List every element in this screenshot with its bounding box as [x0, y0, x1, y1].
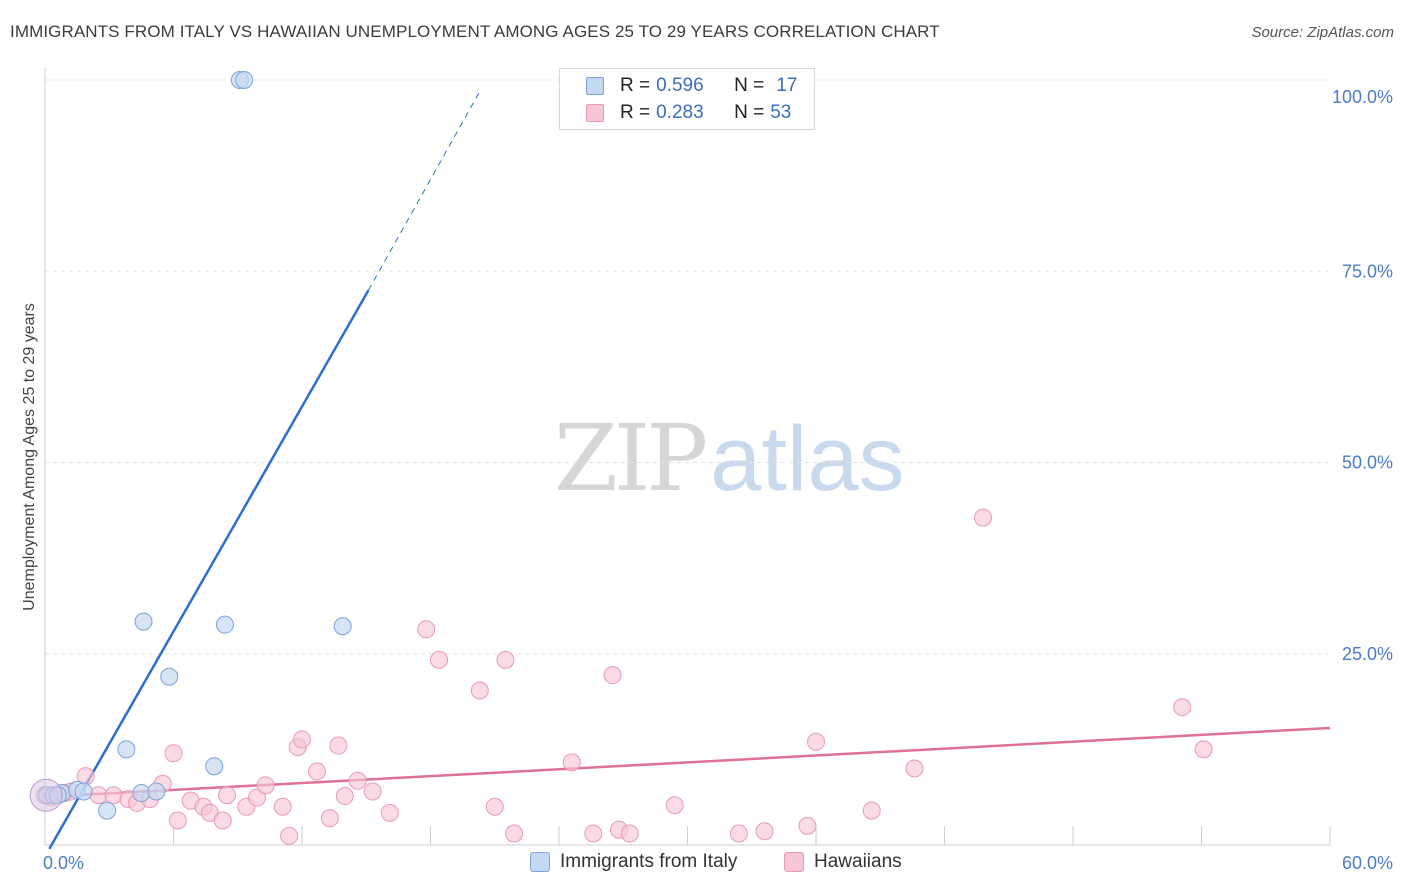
hawaiians-point — [470, 681, 489, 700]
hawaiians-point — [1194, 740, 1213, 759]
italy-trend-extension — [367, 91, 481, 291]
watermark-zip: ZIP — [554, 405, 708, 512]
italy-legend-label: Immigrants from Italy — [560, 851, 738, 872]
hawaiians-point — [485, 797, 504, 816]
italy-point — [235, 71, 254, 89]
hawaiians-point — [248, 788, 267, 807]
hawaiians-point — [280, 826, 299, 845]
data-points — [29, 71, 1213, 845]
hawaiians-legend-label: Hawaiians — [814, 851, 902, 872]
hawaiians-swatch — [586, 104, 604, 122]
y-tick-label: 100.0% — [1332, 87, 1393, 107]
hawaiians-point — [164, 744, 183, 763]
italy-legend-swatch — [530, 852, 550, 872]
hawaiians-point — [562, 753, 581, 772]
italy-point — [215, 615, 234, 634]
legend-row-hawaiians: R = 0.283 N = 53 — [586, 100, 792, 126]
hawaiians-point — [862, 801, 881, 820]
italy-swatch — [586, 77, 604, 95]
chart-title: IMMIGRANTS FROM ITALY VS HAWAIIAN UNEMPL… — [10, 22, 940, 41]
y-axis-label: Unemployment Among Ages 25 to 29 years — [21, 303, 38, 611]
italy-trend-line — [48, 289, 370, 850]
hawaiians-point — [1173, 698, 1192, 717]
italy-point — [134, 612, 153, 631]
x-tick-label: 60.0% — [1342, 853, 1393, 873]
hawaiians-point — [320, 809, 339, 828]
italy-r-label: R = — [620, 75, 651, 96]
hawaiians-point — [505, 824, 524, 843]
grid — [45, 79, 1330, 655]
italy-point — [160, 667, 179, 686]
hawaiians-point — [363, 782, 382, 801]
bottom-legend-italy: Immigrants from Italy — [530, 851, 737, 873]
italy-point — [98, 801, 117, 820]
hawaiians-point — [665, 796, 684, 815]
bottom-legend-hawaiians: Hawaiians — [784, 851, 902, 873]
italy-point — [132, 783, 151, 802]
hawaiians-legend-swatch — [784, 852, 804, 872]
hawaiians-point — [256, 776, 275, 795]
hawaiians-point — [496, 650, 515, 669]
hawaiians-point — [798, 816, 817, 835]
hawaiians-point — [729, 824, 748, 843]
tick-labels: 25.0% 50.0% 75.0% 100.0% 0.0% 60.0% — [43, 87, 1393, 873]
hawaiians-r-label: R = — [620, 102, 651, 123]
x-tick-label: 0.0% — [43, 853, 84, 873]
overlap-cluster-point — [29, 778, 63, 812]
y-tick-label: 25.0% — [1342, 644, 1393, 664]
hawaiians-point — [213, 811, 232, 830]
italy-point — [74, 782, 93, 801]
italy-r-value: 0.596 — [656, 75, 704, 96]
y-tick-label: 75.0% — [1342, 261, 1393, 281]
italy-n-value: 17 — [776, 75, 798, 96]
hawaiians-point — [218, 786, 237, 805]
hawaiians-point — [89, 786, 108, 805]
hawaiians-point — [620, 824, 639, 843]
italy-n-label: N = — [734, 75, 765, 96]
hawaiians-point — [430, 650, 449, 669]
watermark-atlas: atlas — [710, 408, 905, 510]
hawaiians-trend-line — [44, 726, 1331, 799]
source-label: Source: ZipAtlas.com — [1251, 24, 1394, 41]
hawaiians-point — [905, 759, 924, 778]
italy-point — [333, 617, 352, 636]
hawaiians-point — [104, 786, 123, 805]
stats-legend: R = 0.596 N = 17 R = 0.283 N = 53 — [559, 68, 815, 130]
italy-point — [147, 782, 166, 801]
italy-point — [117, 740, 136, 759]
hawaiians-point — [307, 762, 326, 781]
hawaiians-point — [293, 730, 311, 749]
trend-lines — [44, 91, 1331, 850]
y-tick-label: 50.0% — [1342, 453, 1393, 473]
hawaiians-n-label: N = — [734, 102, 765, 123]
watermark: ZIPatlas — [554, 405, 905, 512]
italy-point — [205, 757, 224, 776]
hawaiians-r-value: 0.283 — [656, 102, 704, 123]
hawaiians-point — [755, 822, 774, 841]
hawaiians-point — [417, 620, 436, 639]
axes — [44, 68, 1331, 846]
legend-row-italy: R = 0.596 N = 17 — [586, 73, 798, 99]
hawaiians-point — [168, 811, 187, 830]
hawaiians-point — [335, 787, 354, 806]
hawaiians-point — [603, 666, 622, 685]
hawaiians-point — [584, 824, 603, 843]
hawaiians-point — [348, 771, 367, 790]
hawaiians-n-value: 53 — [770, 102, 792, 123]
hawaiians-point — [273, 797, 292, 816]
hawaiians-point — [974, 508, 993, 527]
hawaiians-point — [807, 732, 825, 751]
hawaiians-point — [380, 803, 399, 822]
hawaiians-point — [329, 736, 348, 755]
